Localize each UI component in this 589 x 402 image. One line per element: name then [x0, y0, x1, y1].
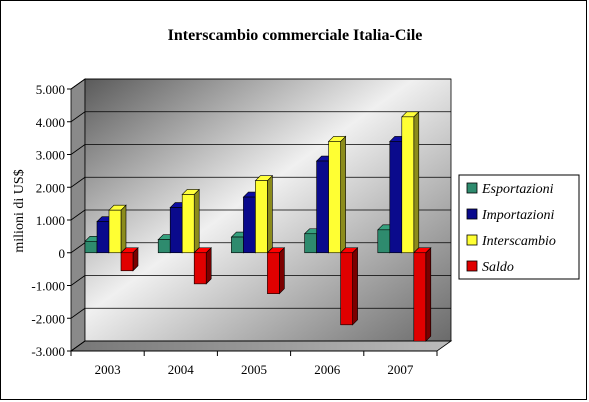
- gridline: [70, 78, 86, 90]
- y-axis-label: milioni di US$: [12, 169, 27, 252]
- legend: Esportazioni Importazioni Interscambio Sald…: [458, 174, 580, 280]
- chart-title: Interscambio commerciale Italia-Cile: [168, 27, 423, 44]
- gridline: [70, 242, 86, 254]
- bar-saldo-2007: [413, 247, 432, 342]
- x-tick-label: 2004: [168, 362, 195, 377]
- legend-swatch-esportazioni: [466, 182, 478, 194]
- gridline: [70, 111, 86, 123]
- y-tick-label: 5.000: [36, 82, 65, 97]
- bar-saldo-2005: [266, 247, 286, 295]
- bar-interscambio-2006: [327, 135, 347, 254]
- bar-saldo-2006: [339, 247, 359, 326]
- legend-box: [458, 174, 580, 280]
- gridline: [70, 307, 86, 319]
- floor: [69, 340, 453, 352]
- bars: [84, 111, 432, 342]
- bar-saldo-2003: [120, 247, 139, 272]
- x-tick-label: 2003: [95, 362, 121, 377]
- legend-label-saldo: Saldo: [482, 260, 514, 275]
- legend-swatch-interscambio: [466, 234, 478, 246]
- bar-interscambio-2007: [401, 111, 420, 254]
- y-tick-label: -3.000: [31, 344, 65, 359]
- y-axis-ticks: 5.000 4.000 3.000 2.000 1.000 0 -1.000 -2.000 -3…: [31, 82, 71, 359]
- y-tick-label: 0: [59, 246, 66, 261]
- gridline: [70, 209, 86, 221]
- x-axis-ticks: 2003 2004 2005 2006 2007: [70, 350, 438, 377]
- x-tick-label: 2005: [241, 362, 267, 377]
- x-tick-label: 2007: [387, 362, 414, 377]
- legend-swatch-importazioni: [466, 208, 478, 220]
- legend-label-interscambio: Interscambio: [481, 234, 556, 249]
- gridline: [70, 144, 86, 155]
- y-tick-label: 3.000: [36, 148, 65, 163]
- y-tick-label: 2.000: [36, 180, 65, 195]
- legend-swatch-saldo: [466, 260, 478, 272]
- bar-interscambio-2004: [181, 188, 200, 254]
- y-tick-label: -2.000: [31, 311, 65, 326]
- y-tick-label: 1.000: [36, 213, 65, 228]
- legend-label-importazioni: Importazioni: [481, 208, 554, 223]
- gridline: [70, 275, 86, 286]
- bar-saldo-2004: [193, 247, 212, 285]
- bar-interscambio-2003: [108, 204, 127, 254]
- legend-label-esportazioni: Esportazioni: [481, 182, 554, 197]
- gridline: [70, 176, 86, 188]
- bar-interscambio-2005: [254, 174, 274, 254]
- gridline: [70, 340, 86, 352]
- y-tick-label: 4.000: [36, 115, 65, 130]
- x-tick-label: 2006: [314, 362, 341, 377]
- y-tick-label: -1.000: [31, 279, 65, 294]
